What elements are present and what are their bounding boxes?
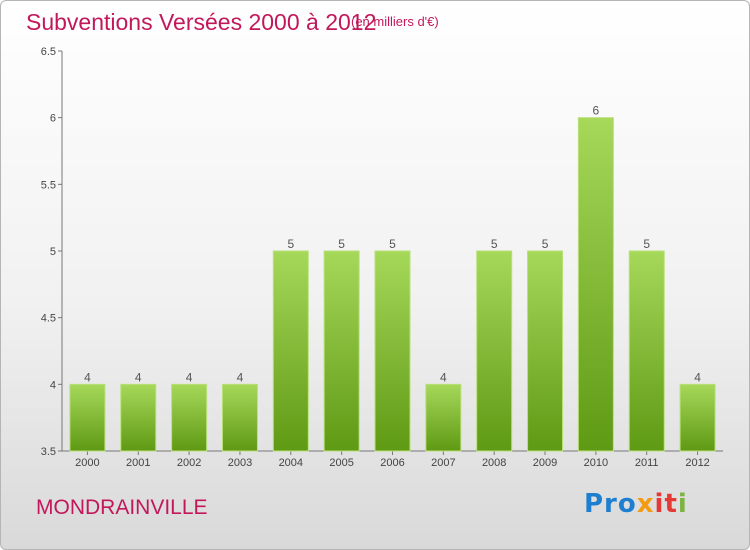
x-tick-label: 2003	[228, 457, 252, 469]
bar	[120, 383, 157, 452]
bar	[323, 250, 360, 452]
x-tick-label: 2002	[177, 457, 201, 469]
proxiti-logo[interactable]: Proxiti	[584, 489, 688, 519]
x-tick-label: 2012	[685, 457, 709, 469]
y-tick-label: 5.5	[41, 179, 56, 191]
bar	[679, 383, 716, 452]
data-label: 4	[84, 370, 91, 384]
data-label: 5	[338, 237, 345, 251]
y-tick-label: 4	[50, 379, 56, 391]
logo-part-1: Pro	[584, 489, 637, 519]
bar	[425, 383, 462, 452]
data-label: 4	[440, 370, 447, 384]
bar	[272, 250, 309, 452]
data-label: 6	[593, 104, 600, 118]
x-tick-label: 2004	[279, 457, 303, 469]
y-tick-label: 5	[50, 246, 56, 258]
data-label: 4	[694, 370, 701, 384]
chart-subtitle: (en milliers d'€)	[351, 14, 439, 29]
bar	[374, 250, 411, 452]
x-tick-label: 2009	[533, 457, 557, 469]
bar	[577, 117, 614, 452]
y-tick-label: 6.5	[41, 46, 56, 58]
logo-part-2: x	[636, 489, 655, 519]
x-tick-label: 2007	[431, 457, 455, 469]
data-label: 5	[542, 237, 549, 251]
x-tick-label: 2008	[482, 457, 506, 469]
data-label: 4	[135, 370, 142, 384]
data-label: 5	[389, 237, 396, 251]
logo-part-4: i	[677, 489, 688, 519]
y-tick-label: 6	[50, 113, 56, 125]
x-tick-label: 2001	[126, 457, 150, 469]
bar	[221, 383, 258, 452]
x-tick-label: 2010	[584, 457, 608, 469]
logo-part-3: it	[654, 489, 678, 519]
bar	[527, 250, 564, 452]
data-label: 5	[287, 237, 294, 251]
chart-title: Subventions Versées 2000 à 2012	[26, 9, 377, 35]
data-label: 5	[643, 237, 650, 251]
x-tick-label: 2005	[329, 457, 353, 469]
data-label: 4	[186, 370, 193, 384]
bar	[171, 383, 208, 452]
x-tick-label: 2000	[75, 457, 99, 469]
commune-name: MONDRAINVILLE	[36, 496, 208, 519]
y-tick-label: 4.5	[41, 313, 56, 325]
bar	[69, 383, 106, 452]
bar	[476, 250, 513, 452]
x-tick-label: 2011	[635, 457, 659, 469]
bar	[628, 250, 665, 452]
x-tick-label: 2006	[380, 457, 404, 469]
data-label: 4	[237, 370, 244, 384]
y-tick-label: 3.5	[41, 446, 56, 458]
data-label: 5	[491, 237, 498, 251]
